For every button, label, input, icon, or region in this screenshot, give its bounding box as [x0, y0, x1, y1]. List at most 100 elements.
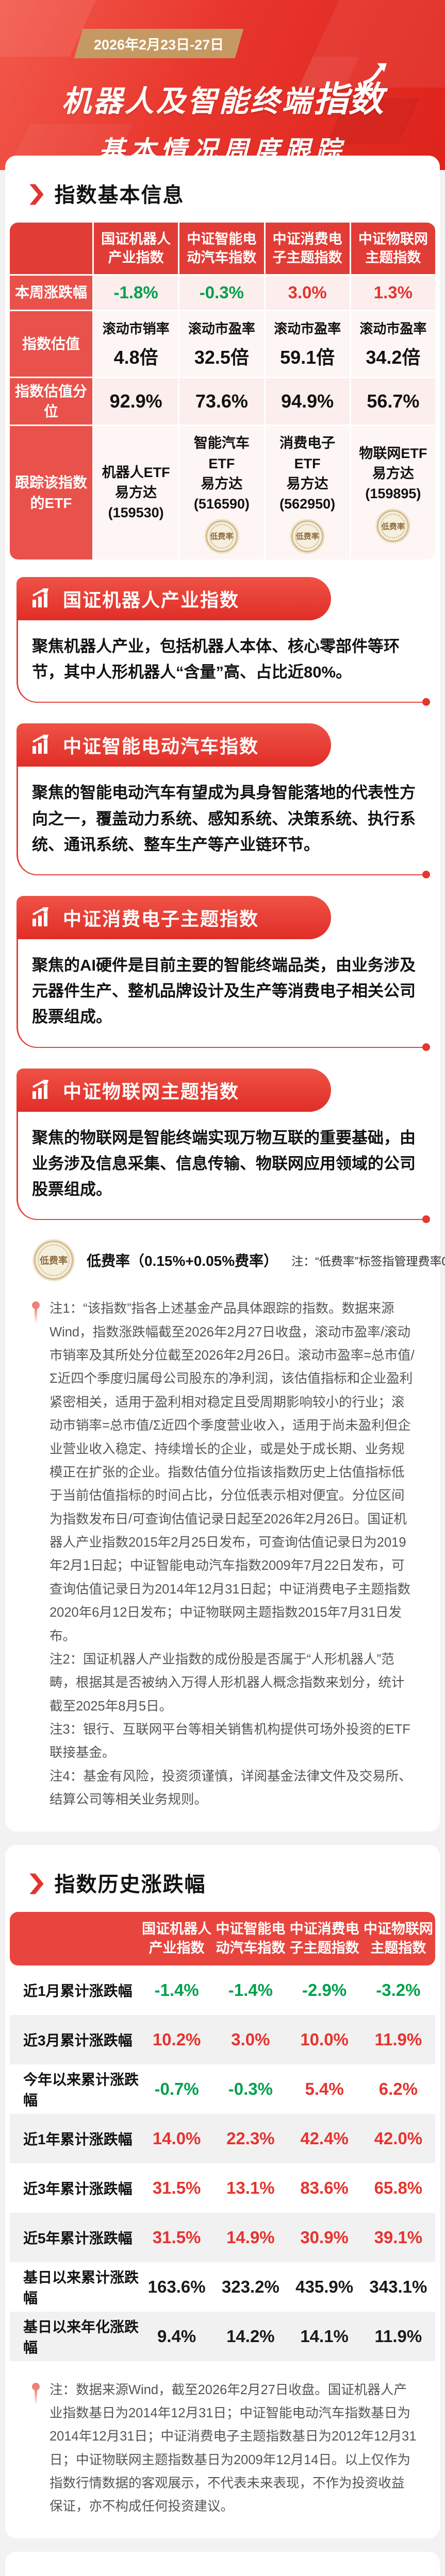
history-value-cell: 30.9%	[287, 2212, 361, 2262]
low-fee-label: 低费率（0.15%+0.05%费率）	[87, 1253, 278, 1269]
seal-text: 低费率	[210, 532, 234, 541]
history-row-label: 基日以来年化涨跌幅	[10, 2311, 140, 2361]
index-column-header: 中证消费电 子主题指数	[265, 223, 350, 274]
etf-cell: 物联网ETF 易方达 (159895) 低费率	[351, 426, 435, 560]
history-value-cell: 5.4%	[288, 2064, 361, 2114]
history-value-cell: -1.4%	[213, 1965, 287, 2015]
history-value-cell: 14.2%	[213, 2311, 288, 2361]
etf-cell: 智能汽车ETF 易方达 (516590) 低费率	[179, 426, 264, 560]
index-desc-card: 中证消费电子主题指数聚焦的AI硬件是目前主要的智能终端品类，由业务涉及元器件生产…	[17, 896, 431, 1051]
history-value-cell: 10.2%	[140, 2014, 214, 2064]
history-value: 11.9%	[374, 2326, 422, 2346]
header-line: 子主题指数	[289, 1940, 359, 1956]
seal-text: 低费率	[381, 522, 405, 531]
etf-name: 物联网ETF	[359, 445, 427, 461]
row-label: 跟踪该指数的ETF	[10, 426, 92, 560]
weekly-change-cell: -0.3%	[179, 276, 264, 310]
history-value-cell: 39.1%	[361, 2212, 435, 2262]
history-value-cell: 11.9%	[361, 2014, 435, 2064]
history-value-cell: -1.4%	[140, 1965, 213, 2015]
percentile-cell: 94.9%	[265, 378, 350, 425]
index-desc-body: 聚焦的AI硬件是目前主要的智能终端品类，由业务涉及元器件生产、整机品牌设计及生产…	[32, 956, 416, 1026]
percentile-cell: 56.7%	[351, 378, 435, 425]
seal-text: 低费率	[295, 532, 319, 541]
history-row-label: 近1月累计涨跌幅	[23, 1982, 133, 1999]
history-column-header: 国证机器人 产业指数	[140, 1911, 214, 1965]
title-prefix: 机器人及智能终端	[61, 85, 314, 118]
history-row-label: 近5年累计涨跌幅	[10, 2212, 140, 2262]
history-note: 注：数据来源Wind，截至2026年2月27日收盘。国证机器人产业指数基日为20…	[32, 2379, 417, 2519]
history-value-cell: -0.3%	[213, 2064, 287, 2114]
header-line: 产业指数	[108, 250, 164, 265]
percentile-value: 94.9%	[281, 391, 334, 412]
etf-company: 易方达	[372, 466, 414, 482]
weekly-change-value: 3.0%	[288, 283, 327, 302]
row-label: 本周涨跌幅	[10, 276, 92, 310]
history-value-cell: 163.6%	[140, 2262, 213, 2312]
history-value-cell: 3.0%	[213, 2014, 288, 2064]
etf-name: 智能汽车ETF	[193, 435, 250, 471]
history-value-cell: -2.9%	[288, 1965, 361, 2015]
index-desc-header: 国证机器人产业指数	[17, 577, 332, 620]
etf-code: (159895)	[365, 486, 421, 502]
history-value: 10.2%	[152, 2029, 201, 2049]
footnote-text: 注4：基金有风险，投资须谨慎，详阅基金法律文件及交易所、结算公司等相关业务规则。	[50, 1769, 412, 1807]
chart-bars-icon	[32, 588, 48, 607]
etf-company: 易方达	[201, 476, 243, 492]
low-fee-seal-icon: 低费率	[34, 1241, 73, 1280]
index-desc-header: 中证物联网主题指数	[17, 1068, 332, 1112]
date-range-badge: 2026年2月23日-27日	[74, 29, 244, 58]
history-value-cell: 435.9%	[288, 2262, 361, 2312]
etf-name: 机器人ETF	[102, 464, 170, 480]
weekly-change-value: -1.8%	[113, 283, 158, 302]
header-line: 子主题指数	[272, 250, 342, 265]
index-desc-title: 中证物联网主题指数	[63, 1080, 240, 1102]
history-value-cell: 11.9%	[361, 2311, 435, 2361]
history-value: 83.6%	[300, 2178, 349, 2197]
header-line: 国证机器人	[142, 1921, 212, 1937]
history-value: 323.2%	[221, 2277, 279, 2296]
history-value-cell: 343.1%	[361, 2262, 435, 2312]
table-corner-cell	[10, 223, 92, 274]
header-line: 国证机器人	[101, 231, 171, 247]
chart-bars-icon	[32, 735, 48, 754]
history-value: 31.5%	[152, 2178, 201, 2197]
chart-bars-icon	[32, 907, 48, 927]
header-line: 动汽车指数	[187, 250, 257, 265]
valuation-metric: 滚动市盈率	[274, 321, 341, 336]
low-fee-note-row: 低费率 低费率（0.15%+0.05%费率） 注：“低费率”标签指管理费率0.1…	[34, 1241, 445, 1280]
header-line: 中证智能电	[187, 231, 257, 247]
valuation-metric: 滚动市盈率	[359, 321, 427, 336]
header-line: 主题指数	[370, 1940, 426, 1956]
history-value: 42.4%	[300, 2128, 349, 2148]
row-label: 指数估值	[10, 311, 92, 377]
history-value: 65.8%	[374, 2178, 423, 2197]
index-desc-card: 中证智能电动汽车指数 聚焦的智能电动汽车有望成为具身智能落地的代表性方向之一，覆盖…	[17, 723, 431, 879]
header-line: 中证智能电	[216, 1921, 286, 1937]
history-value-cell: 22.3%	[213, 2113, 288, 2163]
etf-company: 易方达	[115, 485, 157, 501]
chevron-icon: ❯	[25, 1871, 47, 1894]
history-value: 435.9%	[295, 2277, 354, 2296]
history-value: -2.9%	[302, 1980, 347, 1999]
history-value: -0.3%	[228, 2079, 273, 2098]
history-value-cell: 31.5%	[140, 2163, 213, 2213]
date-range-text: 2026年2月23日-27日	[94, 37, 224, 53]
basic-info-table: 国证机器人 产业指数 中证智能电 动汽车指数 中证消费电 子主题指数 中证物联网 主题指数 本周…	[10, 223, 435, 560]
history-value: 6.2%	[378, 2079, 418, 2098]
history-value: -3.2%	[376, 1980, 421, 1999]
history-value: -0.7%	[154, 2079, 199, 2098]
footnote-text: 注1：“该指数”指各上述基金产品具体跟踪的指数。数据来源Wind，指数涨跌幅截至…	[50, 1301, 415, 1643]
index-column-header: 国证机器人 产业指数	[94, 223, 178, 274]
index-desc-card: 国证机器人产业指数 聚焦机器人产业，包括机器人本体、核心零部件等环节，其中人形机器…	[17, 577, 431, 706]
history-value-cell: 14.0%	[140, 2113, 214, 2163]
history-row-label: 近3年累计涨跌幅	[23, 2180, 133, 2197]
weekly-change-value: 1.3%	[373, 283, 413, 302]
valuation-metric: 滚动市盈率	[188, 321, 255, 336]
history-row-label: 今年以来累计涨跌幅	[23, 2071, 139, 2108]
history-note-text: 注：数据来源Wind，截至2026年2月27日收盘。国证机器人产业指数基日为20…	[50, 2382, 417, 2514]
index-desc-body: 聚焦的物联网是智能终端实现万物互联的重要基础，由业务涉及信息采集、信息传输、物联…	[32, 1128, 416, 1199]
history-section-title: ❯ 指数历史涨跌幅	[5, 1850, 440, 1906]
chevron-icon: ❯	[25, 182, 47, 205]
index-desc-title: 中证消费电子主题指数	[63, 908, 259, 930]
